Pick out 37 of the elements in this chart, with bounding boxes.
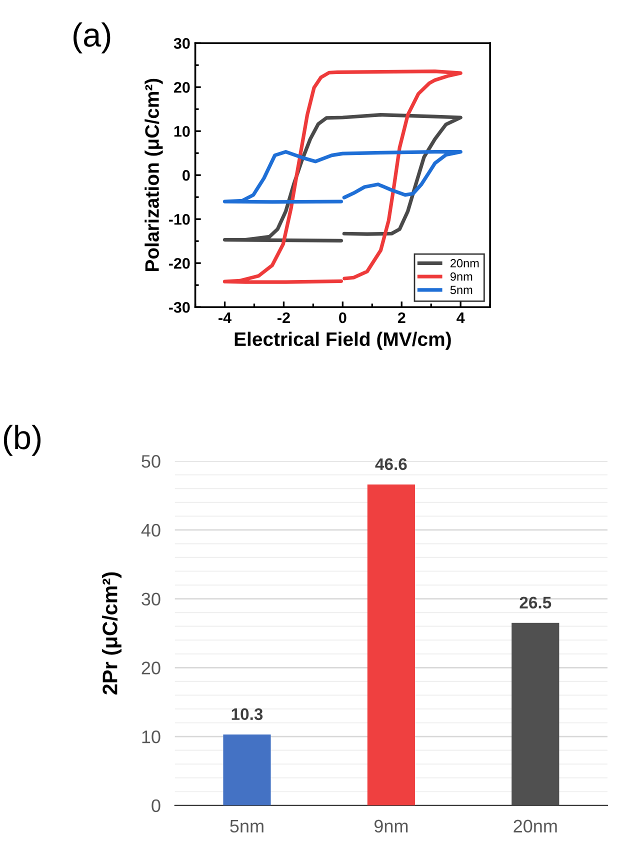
data-label: 46.6 [375,458,407,470]
y-tick-label: 30 [174,38,190,49]
x-tick-label: 20nm [514,820,557,833]
y-tick-label: 20 [174,82,190,93]
y-tick-label: 50 [142,455,160,468]
y-axis-title: 2Pr (μC/cm²) [102,572,122,694]
data-label: 26.5 [520,596,552,608]
line-series [222,113,462,242]
legend-label: 9nm [450,272,472,281]
y-tick-label: 0 [152,799,160,812]
y-tick-label: 20 [142,662,160,674]
y-tick-label: 10 [142,730,160,744]
chart-title: (b) [4,424,41,456]
x-axis-title: Electrical Field (MV/cm) [234,332,451,350]
line-series [222,150,462,204]
x-tick-label: -2 [278,312,290,324]
y-tick-label: 30 [142,592,160,606]
data-label: 10.3 [232,708,263,720]
y-axis-title: Polarization (μC/cm²) [144,78,163,272]
bar [367,484,415,806]
x-tick-label: 2 [398,312,406,324]
x-tick-label: 5nm [230,820,264,833]
legend-label: 20nm [450,259,479,268]
legend-label: 5nm [450,286,472,294]
bar [512,622,560,806]
y-tick-label: -10 [168,214,190,225]
bar [223,734,271,806]
y-tick-label: -20 [168,258,190,269]
y-tick-label: 40 [141,524,160,537]
y-tick-label: 0 [182,170,190,181]
y-tick-label: 10 [174,126,190,137]
x-tick-label: 4 [456,312,465,324]
x-tick-label: 9nm [374,820,408,833]
x-tick-label: 0 [339,312,346,324]
chart-title: (a) [74,22,110,54]
y-tick-label: -30 [168,302,190,313]
x-tick-label: -4 [218,312,232,324]
